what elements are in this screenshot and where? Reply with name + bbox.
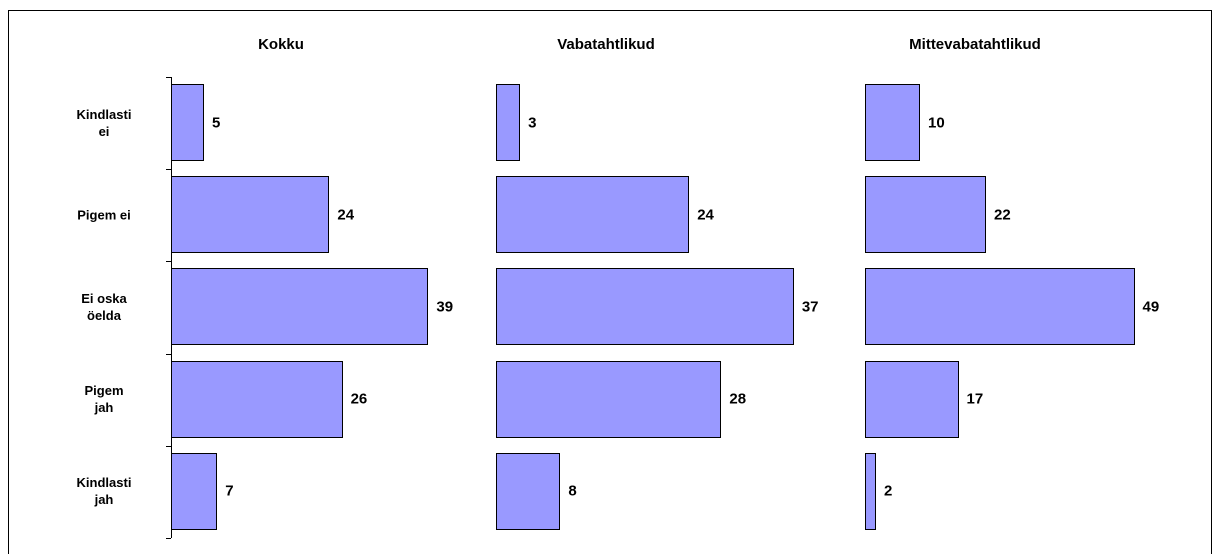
panel-title: Kokku — [258, 36, 304, 53]
tick — [166, 538, 171, 539]
category-label: Kindlasti jah — [76, 475, 132, 508]
bar — [171, 84, 204, 161]
bar — [496, 176, 690, 254]
value-label: 26 — [350, 390, 368, 408]
bar — [171, 176, 330, 254]
panel-title: Mittevabatahtlikud — [909, 36, 1041, 53]
tick — [166, 353, 171, 355]
bar — [865, 84, 920, 161]
category-label: Kindlasti ei — [76, 106, 132, 139]
bar — [171, 452, 218, 530]
category-label: Ei oska öelda — [81, 290, 127, 323]
bar — [496, 268, 794, 346]
value-label: 10 — [928, 114, 945, 131]
value-label: 3 — [528, 114, 537, 131]
value-label: 2 — [884, 482, 893, 500]
value-label: 37 — [801, 298, 819, 316]
value-label: 24 — [337, 206, 355, 224]
category-label: Pigem jah — [84, 383, 124, 416]
tick — [166, 77, 171, 78]
bar — [865, 176, 986, 254]
value-label: 7 — [225, 482, 234, 500]
bar — [171, 360, 343, 438]
bar — [496, 360, 722, 438]
frame — [8, 10, 1212, 554]
bar — [171, 268, 429, 346]
value-label: 24 — [697, 206, 714, 224]
value-label: 8 — [568, 482, 577, 500]
tick — [166, 261, 171, 263]
bar — [496, 84, 521, 161]
panel-title: Vabatahtlikud — [557, 36, 655, 53]
tick — [166, 169, 171, 171]
value-label: 39 — [436, 298, 454, 316]
value-label: 49 — [1142, 298, 1160, 316]
bar — [496, 452, 561, 530]
value-label: 22 — [994, 206, 1011, 224]
category-label: Pigem ei — [77, 207, 131, 223]
tick — [166, 445, 171, 447]
bar — [865, 452, 876, 530]
bar — [865, 360, 959, 438]
value-label: 5 — [212, 114, 221, 131]
bar — [865, 268, 1135, 346]
value-label: 28 — [729, 390, 747, 408]
value-label: 17 — [966, 390, 984, 408]
